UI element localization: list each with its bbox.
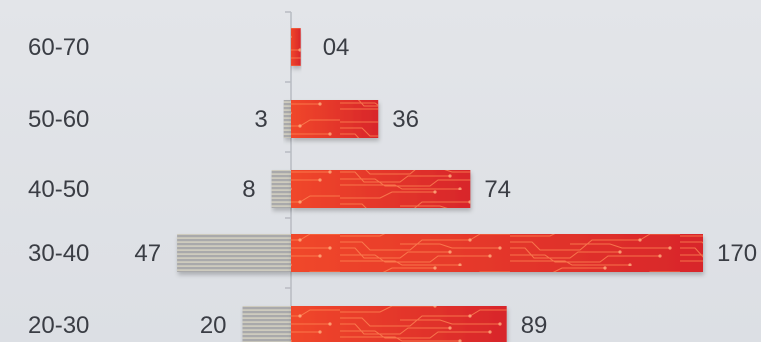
right-bar-texture	[291, 170, 471, 208]
right-bar-texture	[291, 234, 703, 272]
chart-row: 30-40 47 170	[28, 234, 757, 272]
category-label: 20-30	[28, 312, 89, 339]
left-value-label: 8	[242, 176, 255, 203]
right-value-label: 89	[521, 312, 548, 339]
right-bar-texture	[291, 306, 507, 342]
right-value-label: 36	[392, 106, 419, 133]
chart-row: 20-30 20 89	[28, 306, 547, 342]
chart-row: 50-60 3 36	[28, 100, 419, 138]
axis-ticks	[285, 11, 291, 289]
left-bar	[283, 100, 291, 138]
category-label: 60-70	[28, 34, 89, 61]
right-value-label: 170	[717, 240, 757, 267]
right-value-label: 74	[484, 176, 511, 203]
left-bar	[242, 306, 291, 342]
left-bar	[271, 170, 291, 208]
right-bar-texture	[291, 28, 301, 66]
left-value-label: 47	[134, 240, 161, 267]
left-value-label: 20	[200, 312, 227, 339]
left-value-label: 3	[254, 106, 267, 133]
left-bar	[177, 234, 291, 272]
chart-row: 40-50 8 74	[28, 170, 511, 208]
chart-row: 60-70 04	[28, 28, 349, 66]
category-label: 30-40	[28, 240, 89, 267]
category-label: 40-50	[28, 176, 89, 203]
category-label: 50-60	[28, 106, 89, 133]
right-bar-texture	[291, 100, 379, 138]
right-value-label: 04	[323, 34, 350, 61]
